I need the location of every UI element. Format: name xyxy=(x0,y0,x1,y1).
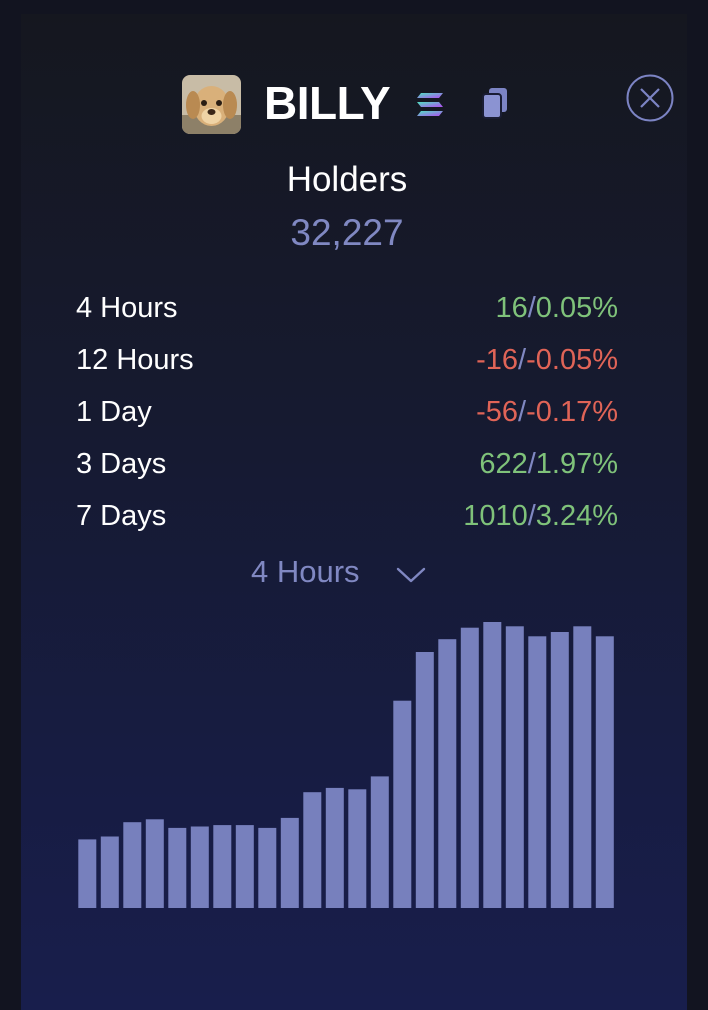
chart-bar xyxy=(415,652,434,908)
holder-change-list: 4 Hours 16/0.05% 12 Hours -16/-0.05% 1 D… xyxy=(76,284,618,544)
chart-bar xyxy=(438,639,457,908)
chart-bar xyxy=(348,789,367,908)
chart-bar xyxy=(528,636,547,908)
stat-value: 622/1.97% xyxy=(479,448,618,481)
chart-bar xyxy=(235,825,254,908)
chart-bar xyxy=(325,787,344,908)
copy-icon[interactable] xyxy=(481,87,509,119)
holders-label: Holders xyxy=(286,160,408,199)
timeframe-dropdown[interactable]: 4 Hours xyxy=(251,554,426,594)
holders-count: 32,227 xyxy=(290,212,404,253)
chart-bar xyxy=(78,839,97,908)
stat-percent: 1.97% xyxy=(535,448,618,480)
stat-value: 16/0.05% xyxy=(495,292,618,325)
chart-bar xyxy=(280,817,299,908)
stat-count: 16 xyxy=(495,292,528,324)
holders-panel: BILLY xyxy=(21,14,687,1010)
stat-value: 1010/3.24% xyxy=(463,500,618,533)
chart-bar xyxy=(258,827,277,908)
dog-avatar xyxy=(182,75,241,134)
stat-count: 622 xyxy=(479,448,528,480)
stat-value: -16/-0.05% xyxy=(476,344,618,377)
stat-percent: 3.24% xyxy=(535,500,618,532)
chart-bar xyxy=(393,700,412,908)
stat-row-3-days: 3 Days 622/1.97% xyxy=(76,440,618,492)
chart-bar xyxy=(168,827,187,908)
bar-chart-svg xyxy=(78,622,614,908)
stat-separator: / xyxy=(527,500,536,532)
chevron-down-icon xyxy=(396,556,426,592)
stat-percent: -0.05% xyxy=(526,344,618,376)
stat-label: 3 Days xyxy=(76,448,167,480)
chart-bar xyxy=(505,626,524,908)
close-icon xyxy=(626,74,674,122)
chart-bar xyxy=(483,622,502,908)
stat-percent: 0.05% xyxy=(535,292,618,324)
chart-bar xyxy=(550,632,569,908)
stat-separator: / xyxy=(527,292,536,324)
stat-label: 12 Hours xyxy=(76,344,194,376)
timeframe-value: 4 Hours xyxy=(251,554,360,589)
chart-bar xyxy=(123,822,142,908)
token-header: BILLY xyxy=(21,74,687,134)
chart-bar xyxy=(573,626,592,908)
close-button[interactable] xyxy=(626,74,674,122)
stat-row-1-day: 1 Day -56/-0.17% xyxy=(76,388,618,440)
stat-percent: -0.17% xyxy=(526,396,618,428)
stat-value: -56/-0.17% xyxy=(476,396,618,429)
stat-count: -56 xyxy=(476,396,519,428)
chart-bar xyxy=(460,627,479,908)
stat-row-4-hours: 4 Hours 16/0.05% xyxy=(76,284,618,336)
stat-row-7-days: 7 Days 1010/3.24% xyxy=(76,492,618,544)
chart-bar xyxy=(370,776,389,908)
stat-label: 7 Days xyxy=(76,500,167,532)
holders-bar-chart xyxy=(76,614,616,914)
stat-row-12-hours: 12 Hours -16/-0.05% xyxy=(76,336,618,388)
chart-bar xyxy=(303,792,322,908)
stat-separator: / xyxy=(518,396,527,428)
token-name: BILLY xyxy=(264,77,391,129)
chart-bar xyxy=(145,819,164,908)
chart-bar xyxy=(190,826,209,908)
stat-label: 1 Day xyxy=(76,396,152,428)
stat-separator: / xyxy=(518,344,527,376)
chart-bar xyxy=(213,825,232,908)
stat-count: -16 xyxy=(476,344,519,376)
stat-separator: / xyxy=(527,448,536,480)
stat-label: 4 Hours xyxy=(76,292,178,324)
chart-bar xyxy=(100,836,119,908)
stat-count: 1010 xyxy=(463,500,528,532)
chart-bar xyxy=(595,636,614,908)
solana-icon xyxy=(416,92,444,118)
